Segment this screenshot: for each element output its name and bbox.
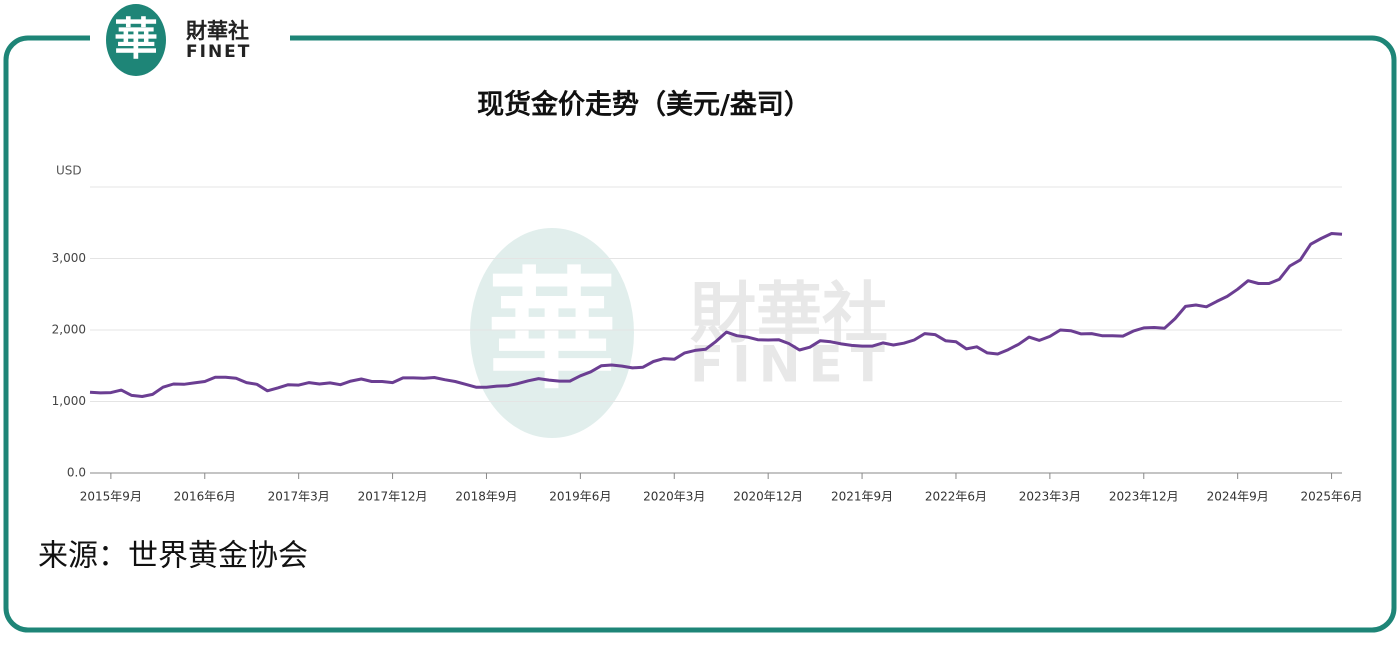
x-tick-label: 2017年3月 [268,490,330,504]
x-tick-label: 2025年6月 [1300,490,1362,504]
x-tick-label: 2020年3月 [643,490,705,504]
x-tick-label: 2023年12月 [1109,490,1179,504]
watermark-name: 財華社 [690,275,888,352]
x-tick-label: 2018年9月 [455,490,517,504]
x-tick-label: 2015年9月 [80,490,142,504]
y-tick-label: 1,000 [52,394,86,408]
x-tick-label: 2022年6月 [925,490,987,504]
watermark: 華 財華社 FINET [470,228,888,438]
x-tick-label: 2017年12月 [358,490,428,504]
price-line [89,232,1343,398]
logo-name: 財華社 [186,19,249,43]
x-tick-label: 2024年9月 [1207,490,1269,504]
x-tick-label: 2021年9月 [831,490,893,504]
y-axis-label: USD [56,164,82,178]
watermark-mark: 華 [487,255,617,407]
logo-sub: FINET [186,42,251,62]
chart-title: 现货金价走势（美元/盎司） [477,89,811,121]
x-tick-label: 2016年6月 [174,490,236,504]
frame [3,35,1397,633]
logo-mark: 華 [114,14,158,65]
y-tick-label: 3,000 [52,251,86,265]
x-tick-label: 2020年12月 [733,490,803,504]
y-tick-label: 0.0 [67,466,86,480]
source: 来源：世界黄金协会 [38,539,308,574]
logo-badge [106,4,166,76]
y-tick-label: 2,000 [52,323,86,337]
x-tick-label: 2019年6月 [549,490,611,504]
x-tick-label: 2023年3月 [1019,490,1081,504]
